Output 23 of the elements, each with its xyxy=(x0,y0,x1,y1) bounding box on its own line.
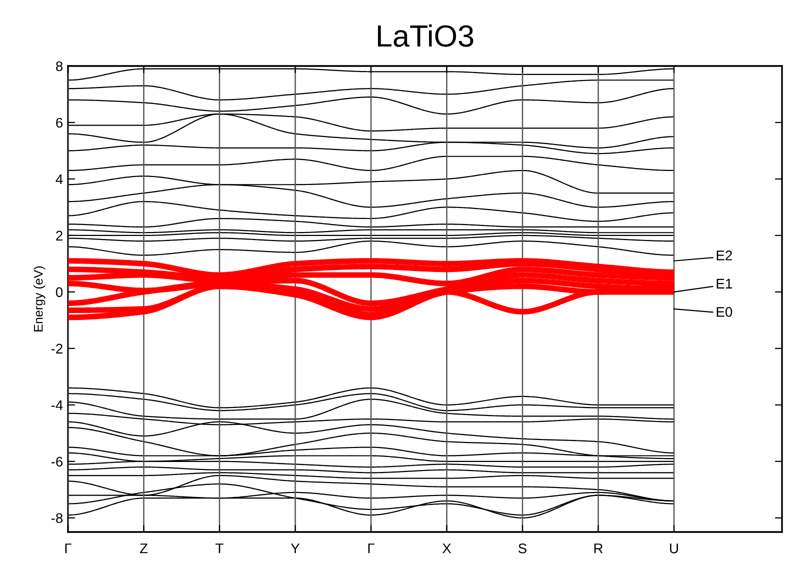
chart-title: LaTiO3 xyxy=(378,24,474,47)
y-axis-title: Energy (eV) xyxy=(34,266,46,332)
x-tick-label: Γ xyxy=(368,544,374,554)
y-tick-label: -2 xyxy=(51,344,62,354)
x-tick-label: Z xyxy=(140,544,148,554)
y-tick-label: -8 xyxy=(51,513,63,524)
text: E0 xyxy=(716,307,732,317)
x-tick-label: Γ xyxy=(65,544,72,554)
x-tick-label: X xyxy=(442,544,452,554)
y-tick-label: -4 xyxy=(51,400,63,410)
x-tick-label: R xyxy=(594,544,603,554)
text: E1 xyxy=(716,278,732,288)
y-tick-label: 6 xyxy=(56,118,63,128)
x-tick-label: T xyxy=(216,544,224,554)
y-tick-label: -6 xyxy=(51,456,63,467)
y-tick-label: 0 xyxy=(56,287,63,298)
text: E2 xyxy=(716,250,732,260)
y-tick-label: 8 xyxy=(56,61,63,72)
x-tick-label: U xyxy=(670,544,678,554)
y-tick-label: 4 xyxy=(56,174,63,184)
x-tick-label: S xyxy=(518,543,526,554)
y-tick-label: 2 xyxy=(56,230,62,240)
x-tick-label: Y xyxy=(290,544,300,554)
